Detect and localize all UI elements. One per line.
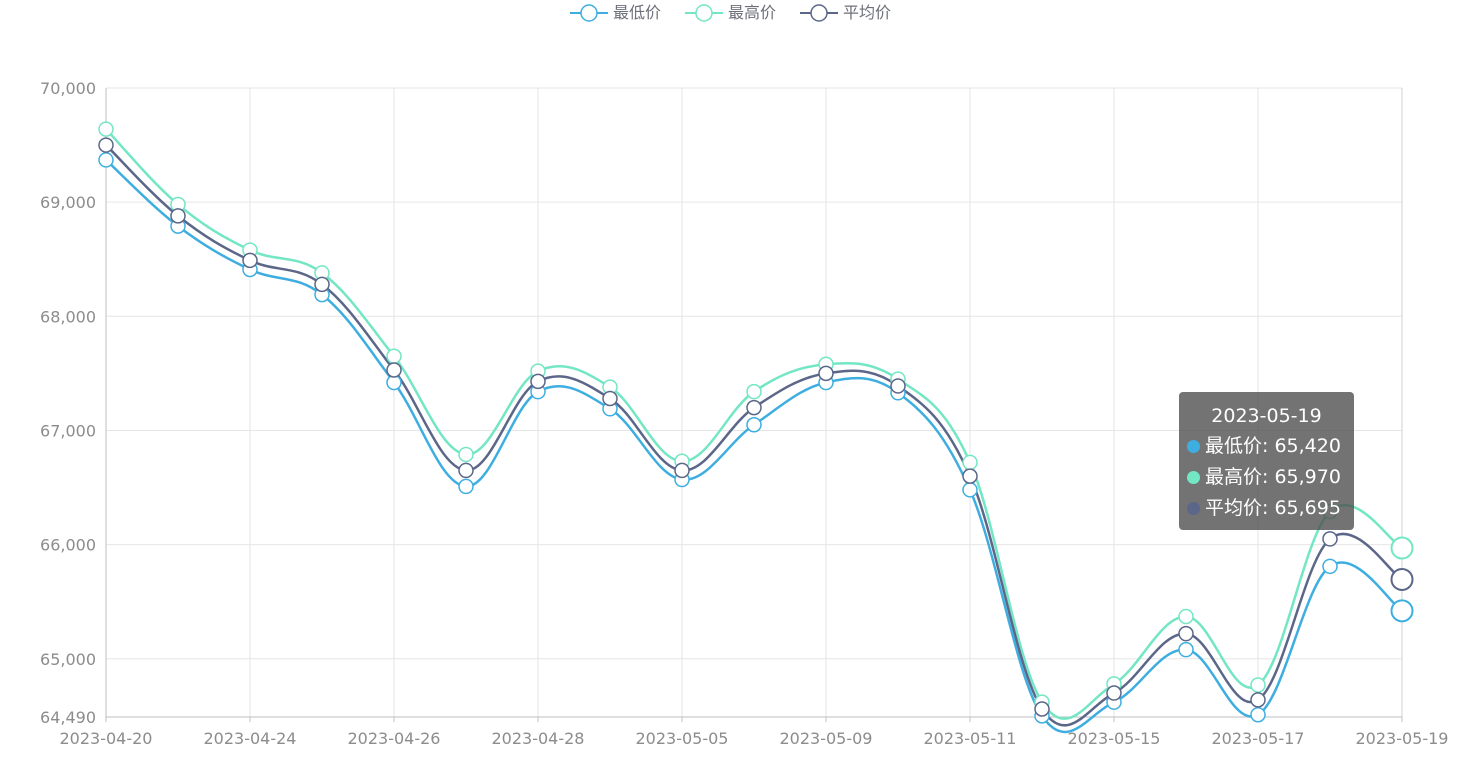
tooltip-label-low: 最低价: 65,420 bbox=[1205, 435, 1341, 457]
y-tick-label: 66,000 bbox=[40, 536, 96, 555]
tooltip-row-avg: 平均价: 65,695 bbox=[1187, 493, 1346, 524]
data-point-avg bbox=[1322, 531, 1338, 547]
data-point-high bbox=[1178, 608, 1194, 625]
series-line-low bbox=[105, 158, 1403, 734]
legend-circle-low bbox=[580, 4, 598, 22]
data-point-low bbox=[1178, 641, 1194, 658]
data-point-avg bbox=[818, 365, 834, 382]
data-point-avg bbox=[386, 362, 402, 378]
data-point-high bbox=[962, 454, 978, 471]
y-tick-label: 64,490 bbox=[40, 708, 96, 727]
data-point-high bbox=[458, 446, 474, 463]
data-point-avg bbox=[458, 462, 474, 479]
x-tick-label: 2023-04-26 bbox=[348, 729, 441, 748]
data-point-avg bbox=[674, 462, 690, 479]
data-point-avg bbox=[1250, 692, 1266, 708]
data-point-high bbox=[1390, 536, 1414, 560]
y-tick-label: 65,000 bbox=[40, 650, 96, 669]
data-point-avg bbox=[1034, 701, 1050, 717]
tooltip-dot-low-icon bbox=[1187, 440, 1200, 453]
data-point-avg bbox=[170, 208, 186, 224]
data-point-low bbox=[458, 478, 474, 495]
x-tick-label: 2023-04-20 bbox=[60, 729, 153, 748]
data-point-low bbox=[1390, 599, 1414, 623]
tooltip: 2023-05-19 最低价: 65,420 最高价: 65,970 平均价: … bbox=[1179, 392, 1354, 530]
data-point-avg bbox=[1178, 625, 1194, 642]
legend-marker-avg-icon bbox=[800, 4, 838, 22]
x-tick-label: 2023-05-17 bbox=[1212, 729, 1305, 748]
data-point-low bbox=[98, 152, 114, 168]
legend-item-low[interactable]: 最低价 bbox=[570, 2, 661, 24]
legend-marker-high-icon bbox=[685, 4, 723, 22]
data-point-avg bbox=[242, 252, 258, 269]
legend-circle-avg bbox=[810, 4, 828, 22]
data-point-high bbox=[746, 383, 762, 400]
legend-circle-high bbox=[695, 4, 713, 22]
tooltip-dot-avg-icon bbox=[1187, 502, 1200, 515]
x-tick-label: 2023-05-11 bbox=[924, 729, 1017, 748]
series-line-high bbox=[105, 128, 1403, 720]
data-point-avg bbox=[602, 390, 618, 407]
y-tick-label: 70,000 bbox=[40, 79, 96, 98]
data-point-low bbox=[1250, 706, 1266, 723]
tooltip-row-low: 最低价: 65,420 bbox=[1187, 431, 1346, 462]
legend: 最低价 最高价 平均价 bbox=[0, 0, 1465, 30]
data-point-low bbox=[1322, 558, 1338, 575]
legend-item-avg[interactable]: 平均价 bbox=[800, 2, 891, 24]
data-point-avg bbox=[530, 373, 546, 390]
data-point-high bbox=[1250, 677, 1266, 693]
data-point-avg bbox=[1106, 685, 1122, 701]
data-point-low bbox=[746, 417, 762, 433]
x-tick-label: 2023-05-19 bbox=[1356, 729, 1449, 748]
y-tick-label: 68,000 bbox=[40, 307, 96, 326]
tooltip-label-avg: 平均价: 65,695 bbox=[1205, 497, 1341, 519]
y-tick-label: 67,000 bbox=[40, 421, 96, 440]
tooltip-dot-high-icon bbox=[1187, 471, 1200, 484]
legend-label-high: 最高价 bbox=[728, 3, 777, 22]
data-point-avg bbox=[98, 137, 114, 153]
legend-marker-low-icon bbox=[570, 4, 608, 22]
y-tick-label: 69,000 bbox=[40, 193, 96, 212]
x-tick-label: 2023-04-28 bbox=[492, 729, 585, 748]
data-point-avg bbox=[962, 468, 978, 484]
x-tick-label: 2023-04-24 bbox=[204, 729, 297, 748]
legend-label-low: 最低价 bbox=[613, 3, 662, 22]
tooltip-label-high: 最高价: 65,970 bbox=[1205, 466, 1341, 488]
data-point-high bbox=[386, 348, 402, 365]
data-point-avg bbox=[1390, 567, 1414, 591]
tooltip-date: 2023-05-19 bbox=[1211, 405, 1322, 427]
x-tick-label: 2023-05-15 bbox=[1068, 729, 1161, 748]
series-line-avg bbox=[105, 144, 1403, 727]
x-tick-label: 2023-05-09 bbox=[780, 729, 873, 748]
data-point-avg bbox=[746, 399, 762, 416]
data-point-avg bbox=[314, 276, 330, 293]
data-point-avg bbox=[890, 378, 906, 394]
tooltip-row-high: 最高价: 65,970 bbox=[1187, 462, 1346, 493]
data-point-high bbox=[98, 121, 114, 137]
legend-label-avg: 平均价 bbox=[843, 3, 892, 22]
legend-item-high[interactable]: 最高价 bbox=[685, 2, 776, 24]
x-tick-label: 2023-05-05 bbox=[636, 729, 729, 748]
data-point-low bbox=[962, 482, 978, 498]
